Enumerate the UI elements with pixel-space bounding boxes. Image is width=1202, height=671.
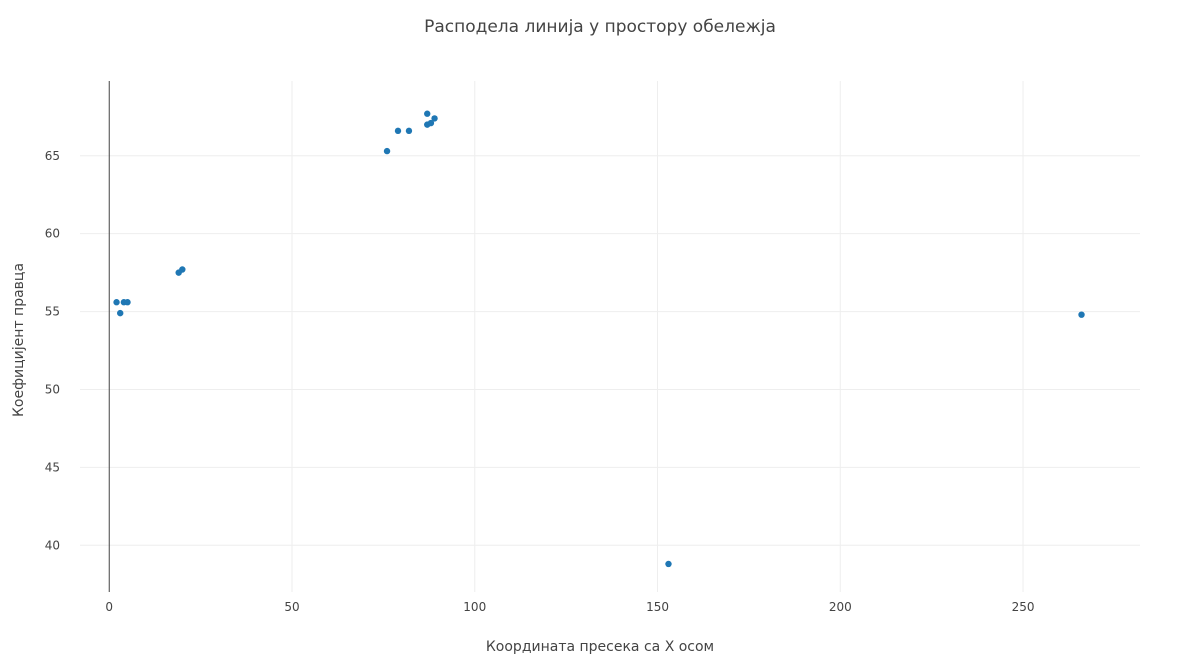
x-tick-label: 250 (1012, 600, 1035, 614)
y-tick-label: 65 (45, 149, 60, 163)
data-point[interactable] (117, 309, 124, 317)
data-point[interactable] (405, 127, 413, 135)
y-tick-label: 55 (45, 305, 60, 319)
y-tick-label: 45 (45, 460, 60, 474)
gridlines (80, 81, 1140, 592)
data-point[interactable] (424, 110, 431, 117)
data-point[interactable] (394, 127, 402, 135)
data-point[interactable] (383, 147, 391, 155)
data-point[interactable] (431, 115, 438, 122)
x-tick-label: 0 (105, 600, 113, 614)
tick-labels: 0 50 100 150 200 250 40 45 50 55 60 65 (45, 149, 1035, 614)
y-tick-label: 60 (45, 227, 60, 241)
data-point[interactable] (1078, 311, 1085, 318)
x-tick-label: 150 (646, 600, 669, 614)
x-tick-label: 200 (829, 600, 852, 614)
chart-title: Расподела линија у простору обележја (424, 17, 776, 37)
data-point[interactable] (113, 299, 120, 306)
data-point[interactable] (665, 560, 672, 568)
data-point[interactable] (427, 119, 435, 127)
data-points (113, 110, 1085, 568)
x-axis-label: Координата пресека са X осом (486, 639, 714, 655)
data-point[interactable] (124, 299, 131, 306)
x-tick-label: 100 (463, 600, 486, 614)
y-axis-label: Коефицијент правца (11, 263, 27, 417)
y-tick-label: 40 (45, 538, 60, 552)
data-point[interactable] (179, 266, 186, 273)
y-tick-label: 50 (45, 382, 60, 396)
x-tick-label: 50 (284, 600, 299, 614)
